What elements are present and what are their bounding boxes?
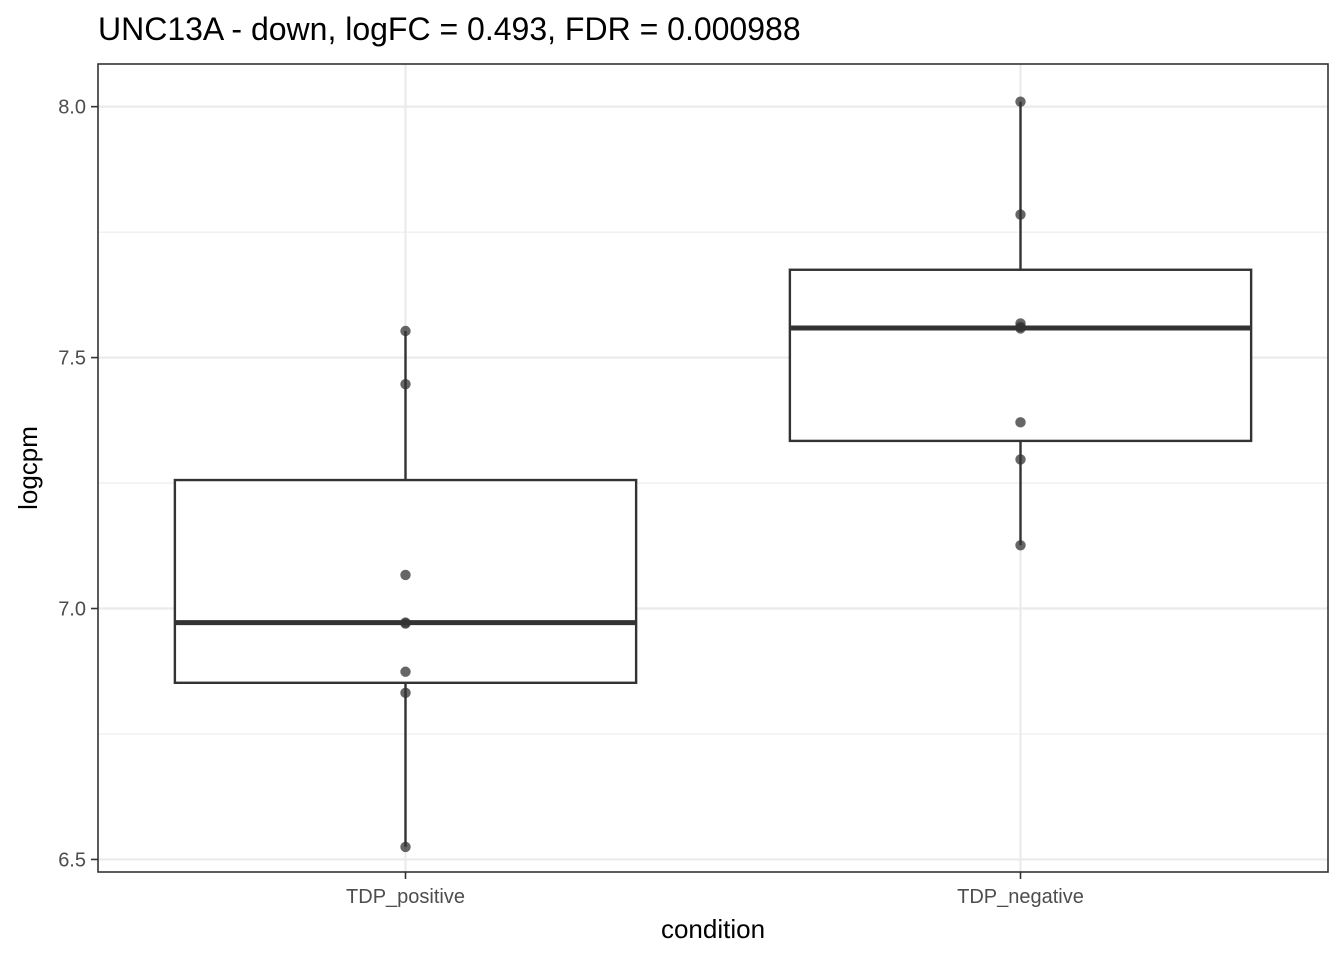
data-point [400, 666, 411, 677]
y-tick-label: 7.0 [58, 599, 86, 621]
data-points [400, 96, 1026, 853]
data-point [400, 841, 411, 853]
data-point [400, 378, 411, 390]
data-point [400, 325, 411, 337]
y-tick-label: 7.5 [58, 348, 86, 370]
data-point [400, 569, 411, 581]
data-point [1015, 323, 1026, 334]
data-point [400, 618, 411, 629]
plot-panel-border [97, 63, 1329, 873]
y-axis-title: logcpm [13, 426, 43, 510]
plot-panel-background [98, 64, 1328, 872]
y-tick-label: 6.5 [58, 849, 86, 871]
data-point [400, 687, 411, 699]
chart-title: UNC13A - down, logFC = 0.493, FDR = 0.00… [98, 11, 801, 47]
data-point [1015, 540, 1026, 551]
data-point [1015, 209, 1026, 220]
data-point [1015, 454, 1026, 465]
x-axis-title: condition [661, 914, 765, 944]
boxes [173, 101, 1253, 847]
x-tick-label: TDP_positive [346, 886, 465, 908]
box-iqr [788, 268, 1253, 443]
box-iqr [173, 478, 638, 684]
axes: 6.5 7.0 7.5 8.0 TDP_positive TDP_negative [58, 97, 1084, 908]
y-tick-label: 8.0 [58, 97, 86, 119]
data-point [1015, 417, 1026, 428]
data-point [1015, 96, 1026, 107]
x-tick-label: TDP_negative [957, 886, 1084, 908]
